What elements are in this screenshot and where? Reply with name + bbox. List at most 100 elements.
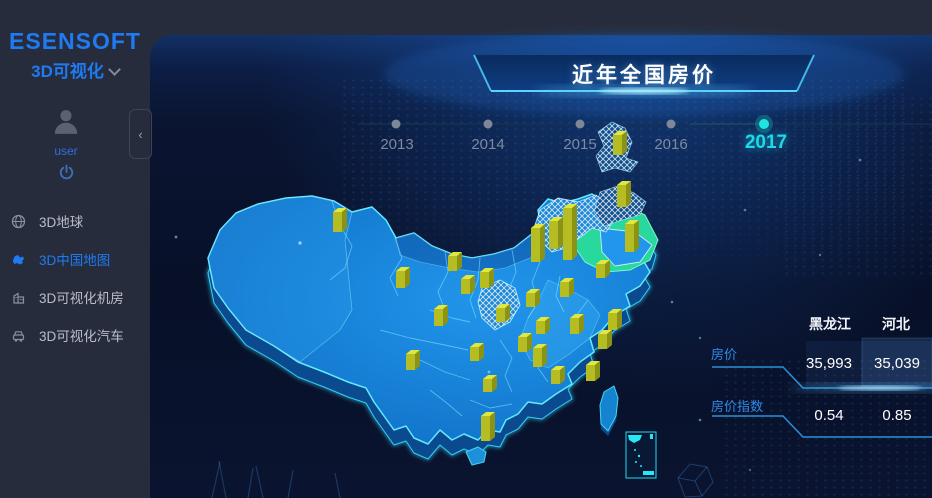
price-bar[interactable]	[572, 204, 577, 260]
price-bar[interactable]	[586, 361, 600, 365]
price-bar[interactable]	[540, 224, 545, 262]
price-bar[interactable]	[489, 268, 494, 288]
timeline-dot-2013[interactable]	[391, 119, 401, 129]
timeline-dot-2015[interactable]	[575, 119, 585, 129]
price-bar[interactable]	[613, 131, 627, 135]
price-bar[interactable]	[533, 348, 542, 367]
price-bar[interactable]	[570, 318, 579, 334]
price-bar[interactable]	[434, 305, 448, 309]
price-bar[interactable]	[533, 344, 547, 348]
price-bar[interactable]	[625, 220, 639, 224]
price-bar[interactable]	[549, 217, 563, 221]
price-bar[interactable]	[518, 333, 532, 337]
price-bar[interactable]	[405, 267, 410, 288]
sidebar-item-3d-china-map[interactable]: 3D中国地图	[0, 240, 150, 278]
price-bar[interactable]	[586, 365, 595, 381]
price-bar[interactable]	[457, 252, 462, 271]
china-3d-map[interactable]	[206, 121, 659, 466]
price-bar[interactable]	[542, 344, 547, 367]
price-bar[interactable]	[563, 204, 577, 208]
price-bar[interactable]	[461, 275, 475, 279]
sidebar-item-3d-server-room[interactable]: 3D可视化机房	[0, 278, 150, 316]
price-bar[interactable]	[443, 305, 448, 326]
row-label-price[interactable]: 房价	[711, 347, 738, 362]
timeline-dot-2016[interactable]	[666, 119, 676, 129]
timeline-dot-2017[interactable]	[759, 119, 769, 129]
price-bar[interactable]	[608, 313, 617, 330]
price-bar[interactable]	[531, 228, 540, 262]
price-bar[interactable]	[560, 366, 565, 384]
price-bar[interactable]	[579, 314, 584, 334]
timeline-year-2013[interactable]: 2013	[380, 136, 414, 153]
price-bar[interactable]	[526, 289, 540, 293]
price-bar[interactable]	[545, 317, 550, 334]
price-bar[interactable]	[526, 293, 535, 307]
price-bar[interactable]	[549, 221, 558, 249]
timeline-year-2015[interactable]: 2015	[563, 136, 597, 153]
price-bar[interactable]	[406, 350, 420, 354]
price-bar[interactable]	[605, 260, 610, 278]
timeline-year-2017[interactable]: 2017	[744, 132, 788, 153]
timeline-dot-2014[interactable]	[483, 119, 493, 129]
price-bar[interactable]	[536, 321, 545, 334]
price-bar[interactable]	[470, 275, 475, 294]
price-bar[interactable]	[634, 220, 639, 252]
power-button[interactable]	[0, 164, 132, 186]
price-bars[interactable]	[333, 131, 639, 441]
timeline-year-2014[interactable]: 2014	[471, 136, 505, 153]
price-bar[interactable]	[333, 212, 342, 232]
price-bar[interactable]	[461, 279, 470, 294]
island-taiwan[interactable]	[599, 385, 619, 436]
price-bar[interactable]	[496, 304, 510, 308]
price-bar[interactable]	[415, 350, 420, 370]
price-bar[interactable]	[496, 308, 505, 322]
price-bar[interactable]	[558, 217, 563, 249]
price-bar[interactable]	[492, 375, 497, 392]
price-bar[interactable]	[569, 278, 574, 297]
price-bar[interactable]	[622, 131, 627, 155]
province-region-west[interactable]	[207, 195, 353, 363]
price-bar[interactable]	[596, 260, 610, 264]
sidebar-item-3d-earth[interactable]: 3D地球	[0, 202, 150, 240]
price-bar[interactable]	[625, 224, 634, 252]
price-bar[interactable]	[608, 309, 622, 313]
price-bar[interactable]	[518, 337, 527, 352]
price-bar[interactable]	[470, 347, 479, 361]
price-bar[interactable]	[535, 289, 540, 307]
price-bar[interactable]	[483, 379, 492, 392]
price-bar[interactable]	[527, 333, 532, 352]
price-bar[interactable]	[406, 354, 415, 370]
price-bar[interactable]	[598, 330, 612, 334]
price-bar[interactable]	[434, 309, 443, 326]
price-bar[interactable]	[479, 343, 484, 361]
price-bar[interactable]	[448, 252, 462, 256]
price-bar[interactable]	[560, 278, 574, 282]
timeline-year-2016[interactable]: 2016	[654, 136, 688, 153]
island-hainan[interactable]	[465, 446, 487, 466]
price-bar[interactable]	[536, 317, 550, 321]
brand-logo[interactable]: ESENSOFT 3D可视化	[0, 28, 150, 82]
price-bar[interactable]	[531, 224, 545, 228]
price-bar[interactable]	[505, 304, 510, 322]
price-bar[interactable]	[626, 181, 631, 207]
price-bar[interactable]	[596, 264, 605, 278]
price-bar[interactable]	[617, 185, 626, 207]
price-bar[interactable]	[563, 208, 572, 260]
price-bar[interactable]	[481, 416, 490, 441]
price-bar[interactable]	[470, 343, 484, 347]
price-bar[interactable]	[490, 412, 495, 441]
price-bar[interactable]	[617, 181, 631, 185]
price-bar[interactable]	[480, 272, 489, 288]
row-label-price-index[interactable]: 房价指数	[711, 399, 764, 414]
price-bar[interactable]	[480, 268, 494, 272]
price-bar[interactable]	[396, 267, 410, 271]
price-bar[interactable]	[598, 334, 607, 349]
price-bar[interactable]	[551, 370, 560, 384]
price-bar[interactable]	[551, 366, 565, 370]
price-bar[interactable]	[448, 256, 457, 271]
sidebar-item-3d-car[interactable]: 3D可视化汽车	[0, 316, 150, 354]
price-bar[interactable]	[333, 208, 347, 212]
price-bar[interactable]	[570, 314, 584, 318]
price-bar[interactable]	[617, 309, 622, 330]
price-bar[interactable]	[481, 412, 495, 416]
